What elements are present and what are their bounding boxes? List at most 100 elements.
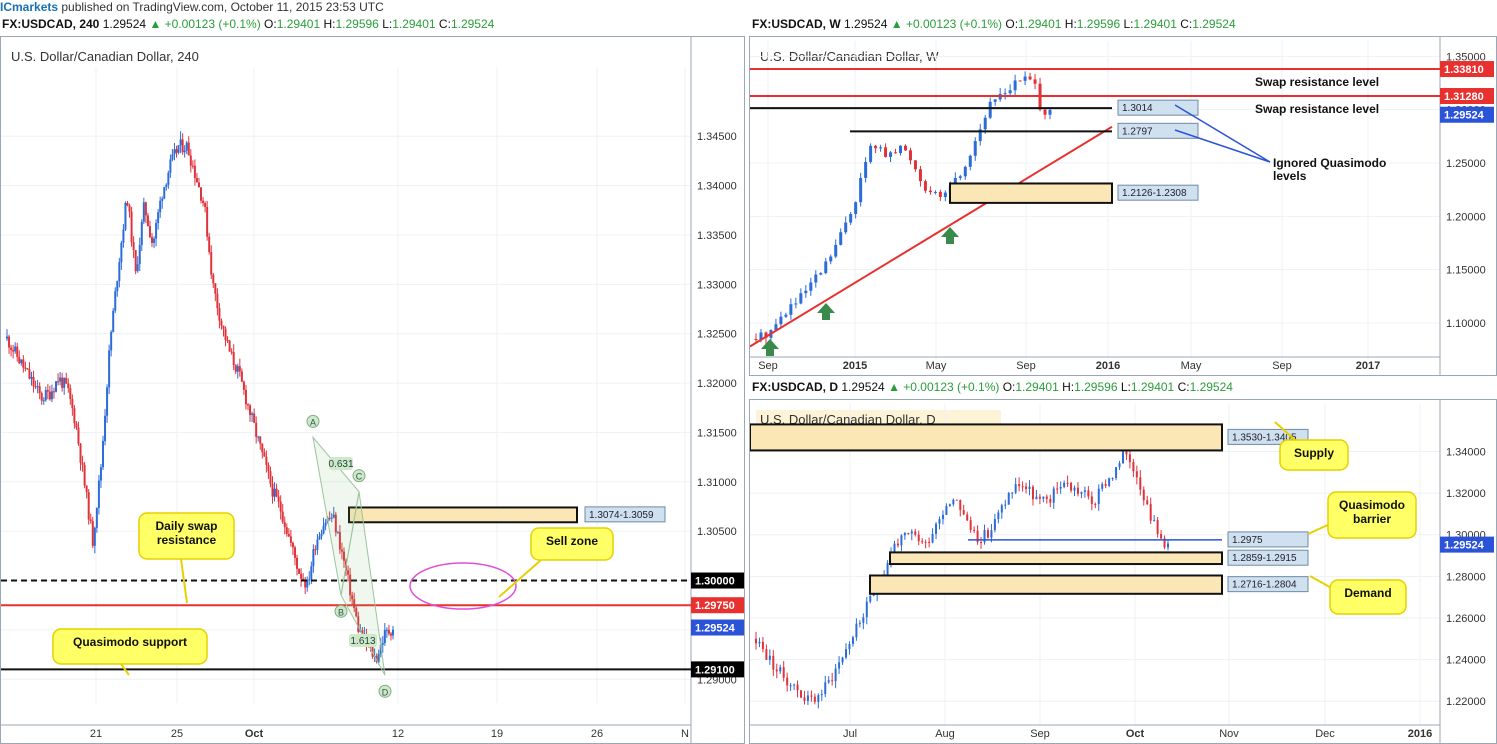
candle	[1083, 490, 1086, 492]
candle	[1118, 463, 1121, 468]
candle	[886, 562, 889, 577]
h4-callout-sell-box	[530, 527, 614, 561]
candle	[349, 574, 352, 596]
candle	[50, 391, 53, 400]
y-tick-label: 1.35000	[1446, 51, 1486, 63]
x-tick-label: Sep	[1016, 360, 1036, 372]
d-callout-demand-box	[1329, 579, 1407, 615]
h4-symbol[interactable]: FX:USDCAD, 240	[2, 17, 100, 31]
h4-chart[interactable]: U.S. Dollar/Canadian Dollar, 240 1.34500 1…	[1, 37, 744, 743]
candle	[800, 690, 803, 698]
candle	[917, 534, 920, 542]
x-tick-label: 25	[171, 728, 183, 740]
candle	[167, 172, 170, 185]
candle	[988, 101, 992, 118]
d-chart-panel[interactable]: U.S. Dollar/Canadian Dollar, D 1.34000 1.3…	[749, 399, 1497, 744]
candle	[204, 203, 207, 208]
h4-low: 1.29401	[392, 17, 436, 31]
w-symbol[interactable]: FX:USDCAD, W	[752, 17, 841, 31]
y-tick-label: 1.22000	[1446, 696, 1486, 708]
candle	[900, 535, 903, 546]
candle	[195, 177, 198, 183]
candle	[298, 568, 301, 574]
d-chart[interactable]: U.S. Dollar/Canadian Dollar, D 1.34000 1.3…	[750, 400, 1496, 743]
candle	[255, 422, 258, 437]
w-trendline	[750, 125, 1113, 348]
candle	[859, 177, 863, 203]
candle	[126, 202, 129, 206]
candle	[928, 190, 932, 193]
candle	[831, 680, 834, 682]
candle	[269, 471, 272, 484]
candle	[300, 573, 303, 579]
candle	[1128, 454, 1131, 463]
candle	[71, 399, 74, 409]
d-zone-supply-label: 1.3530-1.3405	[1232, 432, 1297, 443]
candle	[69, 388, 72, 400]
candle	[22, 359, 25, 368]
candle	[218, 308, 221, 321]
candle	[941, 514, 944, 520]
candle	[869, 145, 873, 162]
candle	[230, 351, 233, 353]
w-chart-panel[interactable]: U.S. Dollar/Canadian Dollar, W1.350001.3…	[749, 36, 1497, 376]
candle	[918, 169, 922, 182]
candle	[1132, 462, 1135, 472]
candle	[1108, 478, 1111, 486]
candle	[12, 349, 15, 352]
candle	[244, 389, 247, 405]
h4-callout-swap: resistance	[157, 533, 217, 547]
candle	[338, 532, 341, 550]
candle	[159, 200, 162, 213]
w-close: 1.29524	[1192, 17, 1236, 31]
h4-callout-sell-pointer	[498, 559, 542, 598]
candle	[161, 198, 164, 201]
w-level-label: 1.3014	[1122, 103, 1153, 114]
d-callout-supply: Supply	[1294, 446, 1334, 460]
candle	[146, 215, 149, 227]
h4-pattern-point	[378, 684, 392, 698]
candle	[226, 340, 229, 342]
w-chart[interactable]: U.S. Dollar/Canadian Dollar, W1.350001.3…	[750, 37, 1496, 375]
candle	[1052, 488, 1055, 503]
candle	[1142, 489, 1145, 501]
x-tick-label: 21	[90, 728, 102, 740]
candle	[308, 579, 311, 581]
candle	[1031, 486, 1034, 500]
candle	[14, 346, 17, 352]
d-symbol[interactable]: FX:USDCAD, D	[752, 380, 838, 394]
candle	[234, 365, 237, 372]
candle	[889, 152, 893, 157]
candle	[935, 523, 938, 534]
candle	[1056, 488, 1059, 490]
w-note: Ignored Quasimodo	[1273, 156, 1386, 170]
candle	[772, 655, 775, 670]
d-level-label-bg	[1227, 531, 1309, 548]
candle	[855, 623, 858, 638]
candle	[872, 594, 875, 596]
candle	[976, 530, 979, 543]
candle	[1003, 93, 1007, 95]
brand-logo[interactable]: ICmarkets	[0, 0, 59, 14]
candle	[928, 542, 931, 544]
d-zone-demand-label: 1.2716-1.2804	[1232, 580, 1297, 591]
candle	[342, 551, 345, 561]
w-swap-note: Swap resistance level	[1255, 75, 1379, 89]
h4-chart-panel[interactable]: U.S. Dollar/Canadian Dollar, 240 1.34500 1…	[0, 36, 745, 744]
candle	[1139, 477, 1142, 490]
candle	[273, 488, 276, 497]
y-tick-label: 1.32500	[697, 329, 737, 341]
candle	[908, 150, 912, 161]
candle	[318, 536, 321, 540]
h4-pattern-point	[352, 469, 366, 483]
candle	[97, 480, 100, 508]
candle	[986, 529, 989, 538]
candle	[385, 629, 388, 631]
h4-pattern-label: A	[310, 417, 316, 427]
h4-callout-qm-box	[52, 628, 208, 665]
candle	[983, 117, 987, 130]
h4-callout-qm: Quasimodo support	[73, 635, 187, 649]
candle	[796, 684, 799, 691]
h4-current-price-tag: 1.29524	[695, 623, 736, 635]
d-callout-demand: Demand	[1344, 586, 1391, 600]
